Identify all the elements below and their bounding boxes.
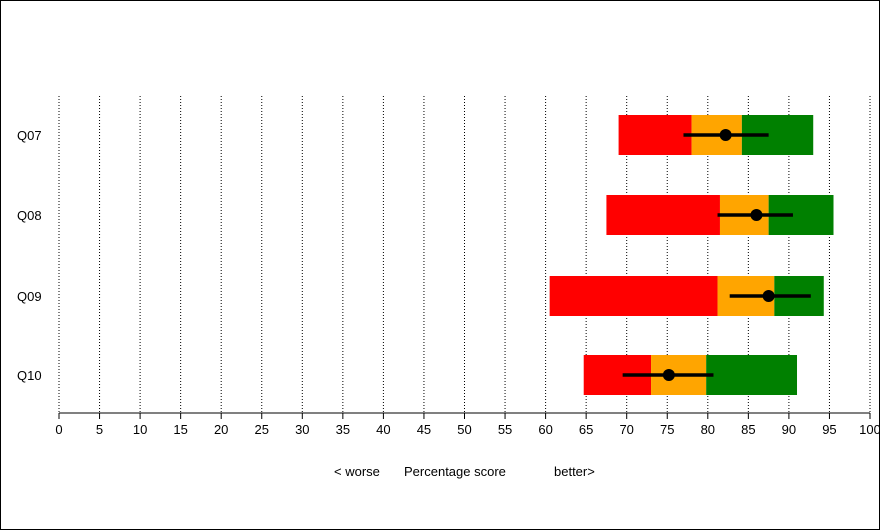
x-tick-label: 15 [173,422,187,437]
score-point [662,369,675,381]
x-tick-label: 55 [498,422,512,437]
x-tick-label: 65 [579,422,593,437]
score-point [719,129,732,141]
x-tick-label: 100 [859,422,880,437]
band-red [549,276,718,316]
score-point [750,209,763,221]
x-tick-label: 35 [336,422,350,437]
x-tick-label: 75 [660,422,674,437]
x-tick-label: 45 [417,422,431,437]
score-point [762,290,775,302]
xlabel-left: < worse [334,464,380,479]
x-tick-label: 60 [538,422,552,437]
category-label: Q10 [17,368,42,383]
x-tick-label: 80 [701,422,715,437]
xlabel-center: Percentage score [404,464,506,479]
score-markers [622,129,811,381]
x-tick-label: 70 [619,422,633,437]
x-axis-ticks: 0 5 10 15 20 25 30 35 40 45 50 55 60 65 70 75 80 85 90 95 10… [55,413,880,437]
category-labels: Q07 Q08 Q09 Q10 [17,128,42,383]
x-tick-label: 0 [55,422,62,437]
xlabel-right: better> [554,464,595,479]
x-tick-label: 40 [376,422,390,437]
category-label: Q07 [17,128,42,143]
x-tick-label: 95 [822,422,836,437]
category-label: Q08 [17,208,42,223]
x-tick-label: 5 [96,422,103,437]
band-red [606,195,720,235]
category-label: Q09 [17,289,42,304]
band-red [618,115,692,155]
score-bands [549,115,834,395]
x-tick-label: 25 [255,422,269,437]
x-tick-label: 90 [782,422,796,437]
x-tick-label: 30 [295,422,309,437]
x-tick-label: 85 [741,422,755,437]
band-green [706,355,798,395]
x-tick-label: 20 [214,422,228,437]
x-axis-label: < worse Percentage score better> [334,464,595,479]
x-tick-label: 10 [133,422,147,437]
x-tick-label: 50 [457,422,471,437]
